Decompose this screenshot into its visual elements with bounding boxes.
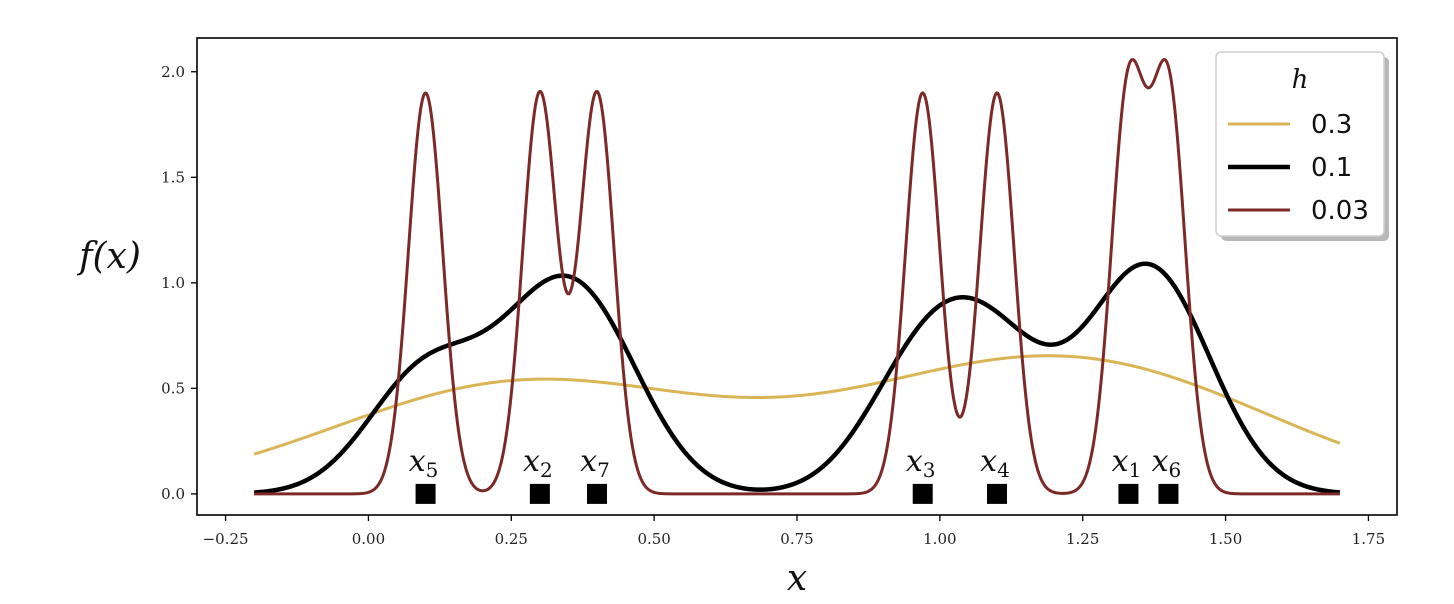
data-point-label-x2: x2 xyxy=(523,444,553,482)
data-point-labels: x1 x2 x3 x4 x5 x6 x7 xyxy=(409,444,1182,482)
data-point-label-x3: x3 xyxy=(906,444,936,482)
legend-title: h xyxy=(1292,65,1309,95)
legend: h0.3 0.1 0.03 xyxy=(1215,51,1389,241)
legend-box xyxy=(1215,51,1385,237)
y-tick-label: 1.5 xyxy=(161,168,185,186)
series-line-h-0.1 xyxy=(252,261,1342,495)
y-axis-label: f(x) xyxy=(76,236,141,277)
x-tick-label: 1.25 xyxy=(1066,530,1099,548)
legend-label-h-0.03: 0.03 xyxy=(1311,196,1369,226)
x-axis-ticks: −0.25 0.00 0.25 0.50 0.75 1.00 1.25 1.50 1.75 xyxy=(203,515,1385,548)
x-tick-label: 0.25 xyxy=(495,530,528,548)
data-point-label-x4: x4 xyxy=(980,444,1010,482)
y-axis-ticks: 0.0 0.5 1.0 1.5 2.0 xyxy=(161,63,197,503)
legend-label-h-0.1: 0.1 xyxy=(1311,153,1352,183)
legend-label-h-0.3: 0.3 xyxy=(1311,110,1352,140)
data-point-marker-x3 xyxy=(912,483,933,504)
data-point-label-x1: x1 xyxy=(1112,444,1142,482)
data-point-marker-x7 xyxy=(587,483,607,504)
data-point-marker-x2 xyxy=(529,483,550,504)
data-point-label-x5: x5 xyxy=(409,444,439,482)
x-tick-label: 0.00 xyxy=(352,530,385,548)
x-tick-label: 1.00 xyxy=(923,530,956,548)
y-tick-label: 2.0 xyxy=(161,63,185,81)
y-tick-label: 0.0 xyxy=(161,485,185,503)
x-axis-label: x xyxy=(787,558,807,599)
data-point-marker-x5 xyxy=(415,483,436,504)
x-tick-label: −0.25 xyxy=(203,530,249,548)
series-line-h-0.03 xyxy=(253,57,1341,496)
x-tick-label: 0.50 xyxy=(637,530,670,548)
x-tick-label: 1.75 xyxy=(1352,530,1385,548)
data-point-marker-x1 xyxy=(1118,483,1139,504)
series-curves xyxy=(252,57,1342,496)
x-tick-label: 0.75 xyxy=(780,530,813,548)
y-tick-label: 0.5 xyxy=(161,379,185,397)
series-line-h-0.3 xyxy=(253,354,1341,456)
data-point-markers xyxy=(415,483,1179,504)
data-point-label-x6: x6 xyxy=(1152,444,1182,482)
data-point-marker-x6 xyxy=(1158,483,1179,504)
x-tick-label: 1.50 xyxy=(1209,530,1242,548)
data-point-marker-x4 xyxy=(987,483,1007,504)
y-tick-label: 1.0 xyxy=(161,274,185,292)
data-point-label-x7: x7 xyxy=(580,444,610,482)
